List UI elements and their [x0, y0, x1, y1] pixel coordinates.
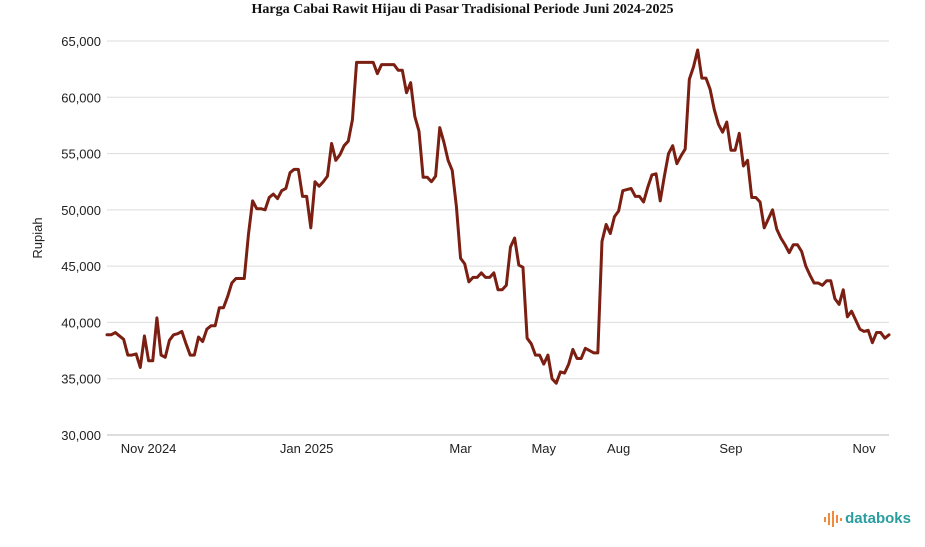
gridlines	[107, 40, 889, 436]
chart-title: Harga Cabai Rawit Hijau di Pasar Tradisi…	[251, 2, 674, 17]
y-axis: 30,000 35,000 40,000 45,000 50,000 55,000 60,0…	[61, 34, 101, 443]
x-axis: Nov 2024 Jan 2025 Mar May Aug Sep Nov	[121, 441, 876, 456]
x-tick-label: May	[531, 441, 556, 456]
databoks-logo-icon	[824, 510, 843, 527]
y-tick-label: 35,000	[61, 372, 101, 387]
y-tick-label: 55,000	[61, 147, 101, 162]
x-tick-label: Mar	[449, 441, 472, 456]
y-axis-title: Rupiah	[30, 217, 45, 258]
x-tick-label: Aug	[607, 441, 630, 456]
series-line	[105, 48, 891, 385]
x-tick-label: Nov 2024	[121, 441, 177, 456]
x-tick-label: Nov	[852, 441, 876, 456]
y-tick-label: 65,000	[61, 34, 101, 49]
y-tick-label: 60,000	[61, 90, 101, 105]
x-tick-label: Sep	[719, 441, 742, 456]
x-tick-label: Jan 2025	[280, 441, 334, 456]
databoks-logo: databoks	[824, 510, 911, 527]
y-tick-label: 50,000	[61, 203, 101, 218]
y-tick-label: 40,000	[61, 315, 101, 330]
y-tick-label: 30,000	[61, 428, 101, 443]
y-tick-label: 45,000	[61, 259, 101, 274]
databoks-logo-text: databoks	[845, 510, 911, 527]
